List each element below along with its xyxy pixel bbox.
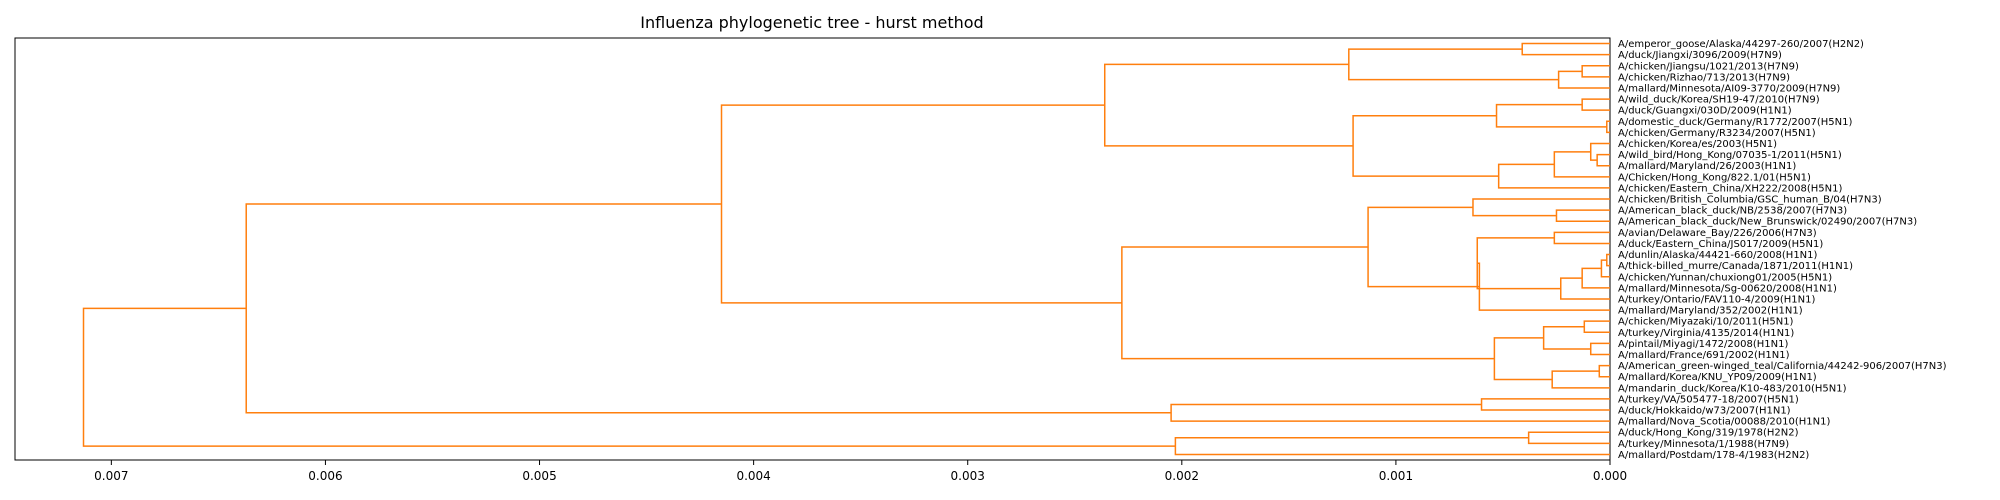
leaf-labels: A/emperor_goose/Alaska/44297-260/2007(H2… [1618,39,1947,461]
dendrogram-link [1352,114,1499,177]
x-tick-label: 0.003 [951,469,985,483]
dendrogram-link [1367,206,1480,288]
leaf-label: A/mallard/France/691/2002(H1N1) [1618,350,1790,361]
tree-links [82,42,1610,456]
dendrogram-link [1480,398,1610,411]
plot-frame [14,37,1611,461]
x-tick-label: 0.006 [308,469,342,483]
dendrogram-link [1477,262,1610,311]
dendrogram-link [1472,198,1610,217]
dendrogram-link [1596,153,1610,167]
dendrogram-link [1581,267,1610,289]
leaf-label: A/American_black_duck/NB/2538/2007(H7N3) [1618,206,1847,217]
leaf-label: A/mallard/Minnesota/Sg-00620/2008(H1N1) [1618,283,1837,294]
dendrogram-link [1103,63,1354,147]
leaf-label: A/American_black_duck/New_Brunswick/0249… [1618,217,1917,228]
leaf-label: A/duck/Guangxi/030D/2009(H1N1) [1618,106,1792,117]
dendrogram-link [245,203,1172,414]
dendrogram-link [720,104,1122,304]
dendrogram-link [1606,120,1610,134]
dendrogram-link [1521,42,1610,56]
leaf-label: A/avian/Delaware_Bay/226/2006(H7N3) [1618,228,1817,239]
dendrogram-link [1581,98,1610,111]
leaf-label: A/duck/Eastern_China/JS017/2009(H5N1) [1618,239,1823,250]
x-tick-label: 0.001 [1379,469,1413,483]
dendrogram-link [1553,151,1610,178]
leaf-label: A/duck/Hong_Kong/319/1978(H2N2) [1618,428,1799,439]
x-tick-label: 0.005 [522,469,556,483]
leaf-label: A/mandarin_duck/Korea/K10-483/2010(H5N1) [1618,383,1847,394]
leaf-label: A/turkey/Virginia/4135/2014(H1N1) [1618,328,1794,339]
leaf-label: A/mallard/Nova_Scotia/00088/2010(H1N1) [1618,417,1830,428]
dendrogram-link [1553,231,1610,245]
leaf-label: A/mallard/Maryland/352/2002(H1N1) [1618,306,1803,317]
leaf-label: A/chicken/Eastern_China/XH222/2008(H5N1) [1618,183,1842,194]
leaf-label: A/chicken/Korea/es/2003(H5N1) [1618,139,1777,150]
x-tick-label: 0.007 [94,469,128,483]
leaf-label: A/turkey/Ontario/FAV110-4/2009(H1N1) [1618,294,1815,305]
dendrogram-link [1476,237,1561,290]
leaf-label: A/domestic_duck/Germany/R1772/2007(H5N1) [1618,117,1852,128]
x-axis: 0.007 0.006 0.005 0.004 0.003 0.002 0.001 0.000 [94,460,1627,483]
dendrogram-link [1600,259,1610,278]
leaf-label: A/Chicken/Hong_Kong/822.1/01(H5N1) [1618,172,1811,183]
x-tick-label: 0.004 [736,469,770,483]
leaf-label: A/chicken/British_Columbia/GSC_human_B/0… [1618,195,1882,206]
leaf-label: A/thick-billed_murre/Canada/1871/2011(H1… [1618,261,1853,272]
leaf-label: A/duck/Hokkaido/w73/2007(H1N1) [1618,406,1791,417]
leaf-label: A/wild_bird/Hong_Kong/07035-1/2011(H5N1) [1618,150,1842,161]
chart-title: Influenza phylogenetic tree - hurst meth… [640,13,983,32]
dendrogram-link [1555,209,1610,222]
dendrogram-link [1495,103,1607,128]
leaf-label: A/mallard/Minnesota/AI09-3770/2009(H7N9) [1618,83,1840,94]
dendrogram-link [1589,342,1610,356]
leaf-label: A/chicken/Yunnan/chuxiong01/2005(H5N1) [1618,272,1832,283]
dendrogram-link [1527,431,1610,445]
dendrogram-link [1174,437,1610,456]
leaf-label: A/chicken/Jiangsu/1021/2013(H7N9) [1618,61,1799,72]
leaf-label: A/chicken/Rizhao/713/2013(H7N9) [1618,72,1790,83]
dendrogram-link [1560,277,1610,300]
dendrogram-link [1589,142,1610,161]
leaf-label: A/turkey/Minnesota/1/1988(H7N9) [1618,439,1789,450]
leaf-label: A/turkey/VA/505477-18/2007(H5N1) [1618,394,1799,405]
dendrogram-link [1581,65,1610,78]
leaf-label: A/pintail/Miyagi/1472/2008(H1N1) [1618,339,1788,350]
leaf-label: A/chicken/Miyazaki/10/2011(H5N1) [1618,317,1794,328]
dendrogram-link [1170,403,1610,422]
dendrogram-link [1598,364,1610,378]
dendrogram-link [1583,320,1610,334]
dendrogram-link [82,307,1176,447]
leaf-label: A/wild_duck/Korea/SH19-47/2010(H7N9) [1618,95,1820,106]
dendrogram-link [1121,246,1495,360]
leaf-label: A/mallard/Korea/KNU_YP09/2009(H1N1) [1618,372,1817,383]
dendrogram-link [1348,48,1559,81]
leaf-label: A/mallard/Postdam/178-4/1983(H2N2) [1618,450,1809,461]
leaf-label: A/mallard/Maryland/26/2003(H1N1) [1618,161,1796,172]
dendrogram-link [1551,370,1610,389]
dendrogram-link [1493,337,1553,381]
leaf-label: A/chicken/Germany/R3234/2007(H5N1) [1618,128,1816,139]
x-tick-label: 0.002 [1165,469,1199,483]
leaf-label: A/emperor_goose/Alaska/44297-260/2007(H2… [1618,39,1864,50]
leaf-label: A/duck/Jiangxi/3096/2009(H7N9) [1618,50,1782,61]
leaf-label: A/American_green-winged_teal/California/… [1618,361,1947,372]
dendrogram-link [1606,253,1610,267]
x-tick-label: 0.000 [1593,469,1627,483]
leaf-label: A/dunlin/Alaska/44421-660/2008(H1N1) [1618,250,1818,261]
dendrogram-link [1557,70,1610,89]
